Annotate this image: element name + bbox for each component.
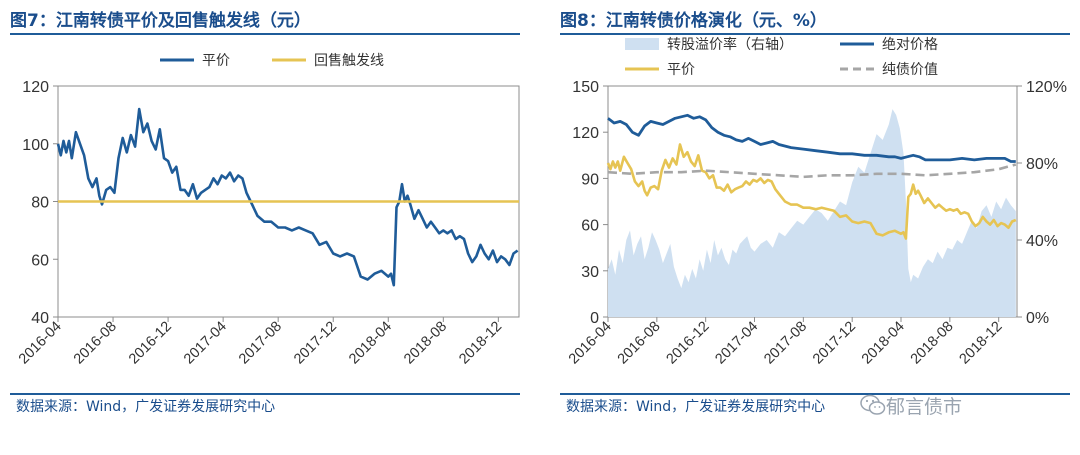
watermark-text: 郁言债市 <box>886 396 963 418</box>
y-tick-label-5: 150 <box>572 79 599 96</box>
x-tick-label-3: 2017-04 <box>181 319 230 368</box>
chart-title-right: 图8：江南转债价格演化（元、%） <box>560 11 827 31</box>
x-tick-label-8: 2018-12 <box>456 319 505 368</box>
x-tick-label-6: 2018-04 <box>859 319 908 368</box>
chart-panel-right: 图8：江南转债价格演化（元、%） 0 30 60 90 120 150 0% 40% 80% 12… <box>560 0 1080 455</box>
y-right-tick-label-3: 120% <box>1026 79 1067 96</box>
y-right-tick-label-2: 80% <box>1026 156 1058 173</box>
y-tick-label-0: 0 <box>590 310 599 327</box>
x-tick-label-5: 2017-12 <box>810 319 859 368</box>
series-area-0 <box>608 109 1016 317</box>
legend-label-0: 转股溢价率（右轴） <box>667 36 793 52</box>
legend-swatch-0 <box>625 38 659 50</box>
legend-label-3: 纯债价值 <box>882 61 938 77</box>
legend-label-2: 平价 <box>667 61 695 77</box>
y-right-tick-label-1: 40% <box>1026 233 1058 250</box>
x-tick-label-4: 2017-08 <box>761 319 810 368</box>
x-tick-label-5: 2017-12 <box>291 319 340 368</box>
y-tick-label-4: 120 <box>572 125 599 142</box>
source-rule-left <box>10 393 520 395</box>
y-tick-label-3: 100 <box>22 137 49 154</box>
chart-title-left: 图7：江南转债平价及回售触发线（元） <box>10 11 311 31</box>
y-tick-label-1: 30 <box>581 264 599 281</box>
y-right-tick-label-0: 0% <box>1026 310 1049 327</box>
x-tick-label-1: 2016-08 <box>71 319 120 368</box>
series-line-0 <box>56 107 519 287</box>
x-tick-label-4: 2017-08 <box>236 319 285 368</box>
title-rule-left <box>10 33 520 35</box>
wechat-logo-icon <box>860 394 886 415</box>
x-tick-label-2: 2016-12 <box>664 319 713 368</box>
source-right: 数据来源：Wind，广发证券发展研究中心 <box>566 399 826 415</box>
legend-label-1: 回售触发线 <box>314 52 384 68</box>
title-rule-right <box>560 33 1070 35</box>
y-tick-label-3: 90 <box>581 171 599 188</box>
chart-panel-left: 图7：江南转债平价及回售触发线（元） 40 60 80 100 120 2016-04 20… <box>10 0 535 455</box>
y-tick-label-2: 60 <box>581 218 599 235</box>
x-tick-label-7: 2018-08 <box>401 319 450 368</box>
x-tick-label-1: 2016-08 <box>615 319 664 368</box>
x-tick-label-3: 2017-04 <box>712 319 761 368</box>
source-left: 数据来源：Wind，广发证券发展研究中心 <box>16 399 276 415</box>
y-tick-label-0: 40 <box>31 310 49 327</box>
legend-label-1: 绝对价格 <box>882 36 938 52</box>
source-rule-right <box>560 393 1070 395</box>
x-tick-label-2: 2016-12 <box>126 319 175 368</box>
x-tick-label-8: 2018-12 <box>957 319 1006 368</box>
legend-label-0: 平价 <box>202 52 230 68</box>
y-tick-label-2: 80 <box>31 195 49 212</box>
series-line-1 <box>607 113 1016 163</box>
y-tick-label-1: 60 <box>31 252 49 269</box>
y-tick-label-4: 120 <box>22 79 49 96</box>
series-line-2 <box>606 143 1017 240</box>
x-tick-label-7: 2018-08 <box>908 319 957 368</box>
x-tick-label-6: 2018-04 <box>346 319 395 368</box>
